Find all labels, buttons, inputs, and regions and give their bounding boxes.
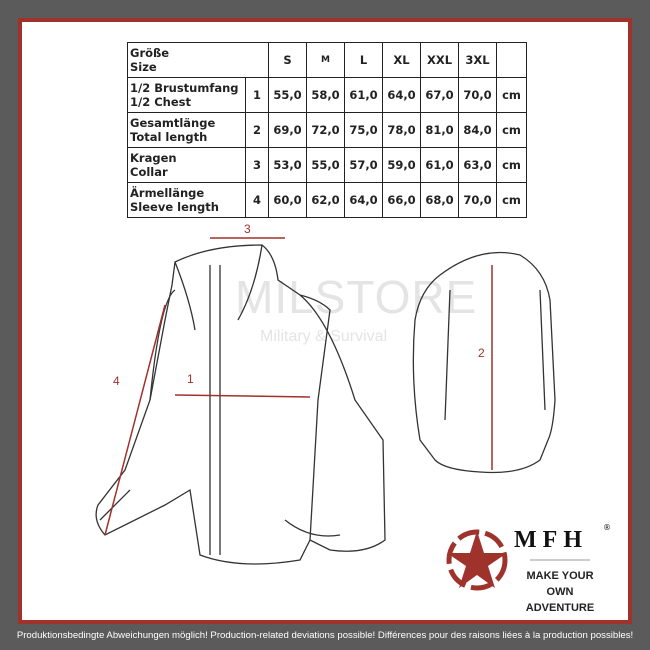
cell-value: 61,0 <box>344 77 383 113</box>
table-row: Ärmellänge Sleeve length 4 60,0 62,0 64,0 66,0… <box>127 182 527 218</box>
cell-value: 59,0 <box>382 147 421 183</box>
size-m: M <box>306 42 345 78</box>
table-row: Gesamtlänge Total length 2 69,0 72,0 75,0 78,0… <box>127 112 527 148</box>
cell-value: 64,0 <box>344 182 383 218</box>
mfh-star-logo <box>446 529 508 591</box>
cell-value: 61,0 <box>420 147 459 183</box>
cell-value: 69,0 <box>268 112 307 148</box>
registered-mark: ® <box>603 523 611 532</box>
table-row: Kragen Collar 3 53,0 55,0 57,0 59,0 61,0 63,0 cm <box>127 147 527 183</box>
row-number: 3 <box>245 147 269 183</box>
cell-value: 84,0 <box>458 112 497 148</box>
cell-value: 62,0 <box>306 182 345 218</box>
cell-value: 64,0 <box>382 77 421 113</box>
size-xl: XL <box>382 42 421 78</box>
dim-label-3: 3 <box>244 222 251 236</box>
unit-cell: cm <box>496 182 527 218</box>
table-row: 1/2 Brustumfang 1/2 Chest 1 55,0 58,0 61,0 64,… <box>127 77 527 113</box>
row-label: Ärmellänge Sleeve length <box>127 182 246 218</box>
dim-label-4: 4 <box>113 374 120 388</box>
unit-header <box>496 42 527 78</box>
chest-measure-line <box>174 394 311 398</box>
back-jacket-outline <box>412 251 556 474</box>
size-l: L <box>344 42 383 78</box>
watermark-tagline: Military & Survival <box>260 328 388 345</box>
slogan: MAKE YOUR OWN ADVENTURE <box>525 570 595 614</box>
unit-cell: cm <box>496 77 527 113</box>
cell-value: 70,0 <box>458 77 497 113</box>
row-number: 1 <box>245 77 269 113</box>
dim-label-2: 2 <box>478 346 485 360</box>
dim-label-1: 1 <box>187 372 194 386</box>
row-label: Kragen Collar <box>127 147 246 183</box>
cell-value: 55,0 <box>268 77 307 113</box>
size-table: Größe Size S M L XL XXL 3XL 1/2 Brustumf… <box>127 42 527 218</box>
table-header-row: Größe Size S M L XL XXL 3XL <box>127 42 527 78</box>
cell-value: 72,0 <box>306 112 345 148</box>
watermark-brand: MILSTORE <box>235 271 478 323</box>
row-label: 1/2 Brustumfang 1/2 Chest <box>127 77 246 113</box>
unit-cell: cm <box>496 147 527 183</box>
footer-disclaimer: Produktionsbedingte Abweichungen möglich… <box>16 630 634 641</box>
measurement-lines <box>104 237 493 536</box>
cell-value: 63,0 <box>458 147 497 183</box>
sleeve-measure-line <box>104 304 166 536</box>
cell-value: 68,0 <box>420 182 459 218</box>
cell-value: 53,0 <box>268 147 307 183</box>
mfh-brand: MFH <box>514 527 588 553</box>
cell-value: 57,0 <box>344 147 383 183</box>
cell-value: 78,0 <box>382 112 421 148</box>
size-s: S <box>268 42 307 78</box>
unit-cell: cm <box>496 112 527 148</box>
cell-value: 60,0 <box>268 182 307 218</box>
cell-value: 58,0 <box>306 77 345 113</box>
cell-value: 66,0 <box>382 182 421 218</box>
row-label: Gesamtlänge Total length <box>127 112 246 148</box>
